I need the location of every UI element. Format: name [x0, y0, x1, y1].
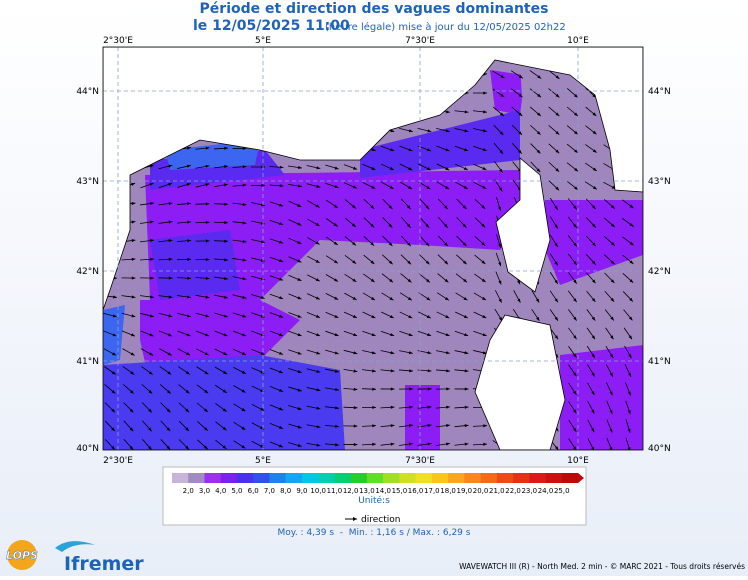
- lat-label: 41°N: [76, 357, 99, 367]
- colorbar-label: 9,0: [296, 487, 307, 495]
- colorbar-label: 12,0: [343, 487, 359, 495]
- colorbar-label: 20,0: [473, 487, 489, 495]
- color-cell: [253, 473, 270, 483]
- colorbar-label: 6,0: [248, 487, 259, 495]
- color-cell: [448, 473, 465, 483]
- colorbar-label: 22,0: [505, 487, 521, 495]
- lat-label: 43°N: [648, 177, 671, 187]
- color-cell: [464, 473, 481, 483]
- lat-label: 40°N: [76, 444, 99, 454]
- color-cell: [318, 473, 335, 483]
- lon-label: 2°30'E: [103, 36, 133, 46]
- color-cell: [334, 473, 351, 483]
- colorbar-label: 24,0: [538, 487, 554, 495]
- colorbar-label: 18,0: [440, 487, 456, 495]
- lat-label: 43°N: [76, 177, 99, 187]
- colorbar-label: 15,0: [392, 487, 408, 495]
- color-cell: [513, 473, 530, 483]
- lon-label: 2°30'E: [103, 456, 133, 466]
- lat-label: 44°N: [648, 87, 671, 97]
- subtitle: (heure légale) mise à jour du 12/05/2025…: [325, 21, 566, 33]
- color-cell: [221, 473, 238, 483]
- color-cell: [481, 473, 498, 483]
- stats: Moy. : 4,39 s - Min. : 1,16 s / Max. : 6…: [278, 528, 471, 538]
- colorbar-label: 4,0: [215, 487, 226, 495]
- colorbar-label: 21,0: [489, 487, 505, 495]
- lat-label: 44°N: [76, 87, 99, 97]
- color-cell: [204, 473, 221, 483]
- footer: WAVEWATCH III (R) - North Med. 2 min - ©…: [459, 562, 745, 571]
- colorbar-label: 25,0: [554, 487, 570, 495]
- zone-purple: [405, 385, 440, 450]
- lops-logo: LOPS: [6, 549, 38, 562]
- color-cell: [383, 473, 400, 483]
- colorbar-label: 10,0: [310, 487, 326, 495]
- map: [103, 47, 643, 451]
- color-cell: [497, 473, 514, 483]
- color-cell: [286, 473, 303, 483]
- lon-label: 5°E: [255, 456, 271, 466]
- colorbar-label: 3,0: [199, 487, 210, 495]
- direction-label: direction: [361, 515, 400, 525]
- title: Période et direction des vagues dominant…: [200, 1, 549, 17]
- colorbar-label: 19,0: [457, 487, 473, 495]
- lat-label: 42°N: [648, 267, 671, 277]
- lon-label: 5°E: [255, 36, 271, 46]
- colorbar-label: 14,0: [375, 487, 391, 495]
- colorbar-label: 11,0: [327, 487, 343, 495]
- lat-label: 41°N: [648, 357, 671, 367]
- color-cell: [269, 473, 286, 483]
- color-cell: [302, 473, 319, 483]
- colorbar-label: 8,0: [280, 487, 291, 495]
- color-cell: [237, 473, 254, 483]
- colorbar-label: 23,0: [521, 487, 537, 495]
- colorbar-label: 13,0: [359, 487, 375, 495]
- unit: Unité:s: [358, 495, 390, 506]
- color-cell: [351, 473, 368, 483]
- lon-label: 7°30'E: [405, 36, 435, 46]
- color-cell: [188, 473, 205, 483]
- lon-label: 10°E: [567, 456, 589, 466]
- color-cell: [416, 473, 433, 483]
- colorbar-label: 17,0: [424, 487, 440, 495]
- ifremer-logo: Ifremer: [64, 553, 144, 575]
- color-cell: [546, 473, 563, 483]
- color-cell: [367, 473, 384, 483]
- lon-label: 7°30'E: [405, 456, 435, 466]
- lat-label: 40°N: [648, 444, 671, 454]
- lon-label: 10°E: [567, 36, 589, 46]
- color-cell: [529, 473, 546, 483]
- lat-label: 42°N: [76, 267, 99, 277]
- colorbar-label: 16,0: [408, 487, 424, 495]
- color-cell: [432, 473, 449, 483]
- zone-violet: [150, 230, 240, 300]
- colorbar-label: 7,0: [264, 487, 275, 495]
- colorbar-label: 2,0: [183, 487, 194, 495]
- colorbar-label: 5,0: [231, 487, 242, 495]
- color-cell: [172, 473, 189, 483]
- color-cell: [562, 473, 579, 483]
- color-cell: [399, 473, 416, 483]
